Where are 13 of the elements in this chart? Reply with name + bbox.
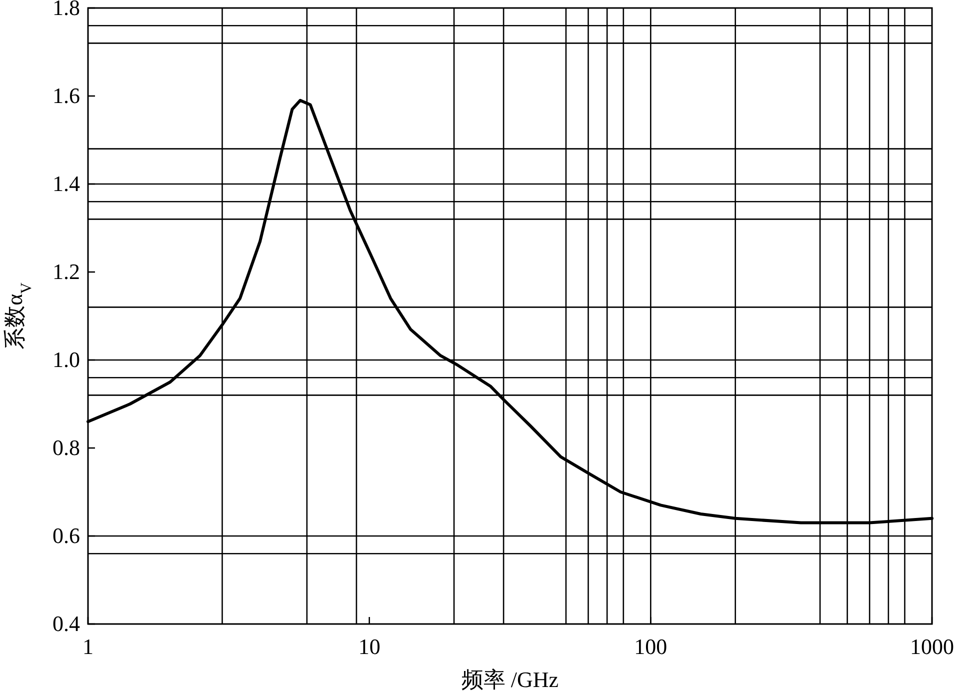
y-tick-label: 0.8: [52, 435, 80, 460]
x-tick-label: 10: [358, 634, 380, 659]
y-tick-label: 1.6: [52, 83, 80, 108]
y-tick-label: 1.8: [52, 0, 80, 20]
y-tick-label: 1.2: [52, 259, 80, 284]
x-axis-title: 频率 /GHz: [461, 667, 559, 692]
y-tick-label: 1.4: [52, 171, 80, 196]
y-tick-label: 0.4: [52, 611, 80, 636]
x-tick-label: 100: [634, 634, 668, 659]
x-tick-label: 1000: [910, 634, 954, 659]
y-tick-label: 0.6: [52, 523, 80, 548]
x-tick-label: 1: [82, 634, 94, 659]
y-tick-label: 1.0: [52, 347, 80, 372]
